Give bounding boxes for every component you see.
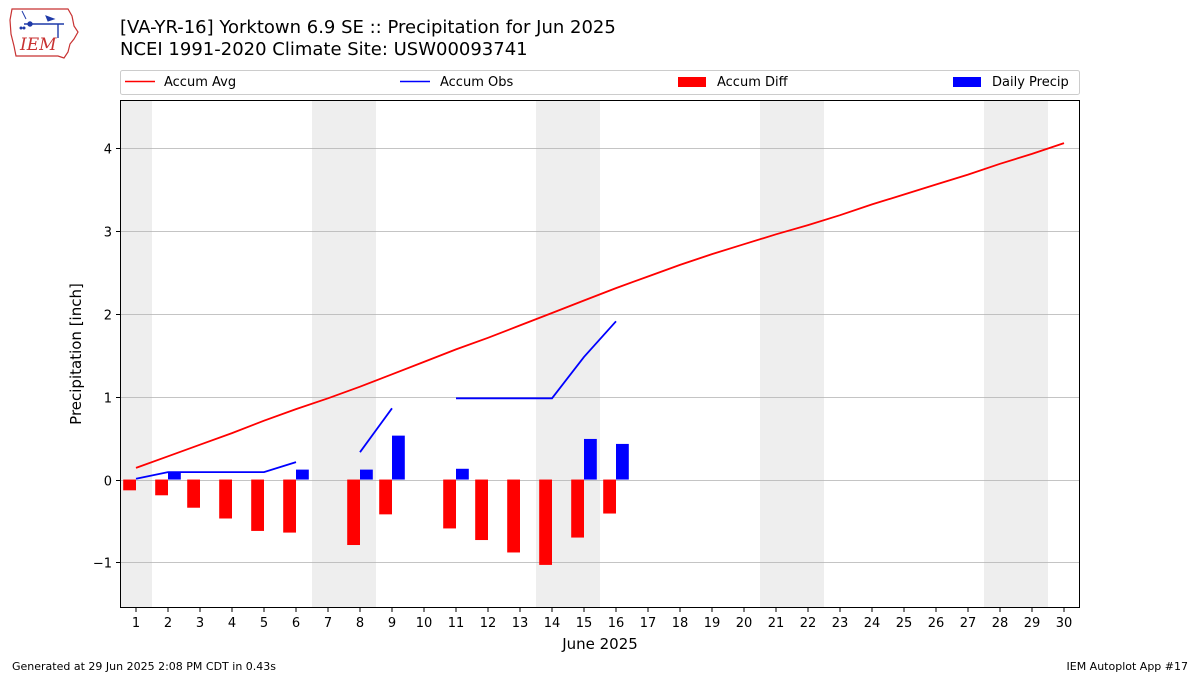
legend-frame (120, 70, 1080, 95)
x-tick-label: 20 (736, 616, 753, 631)
weekend-shade-day-1 (120, 100, 152, 608)
x-tick-label: 19 (704, 616, 721, 631)
x-tick-label: 25 (896, 616, 913, 631)
iowa-state-outline (9, 8, 79, 59)
accum-diff-bar (123, 479, 136, 491)
y-tick-label: 2 (104, 309, 112, 324)
x-tick-label: 26 (928, 616, 945, 631)
gridlines (120, 148, 1080, 563)
accum-diff-bar (347, 479, 360, 546)
logo-text: IEM (19, 35, 57, 55)
chart-title: [VA-YR-16] Yorktown 6.9 SE :: Precipitat… (120, 17, 616, 38)
daily-precip-bar (456, 468, 469, 480)
weekend-shading (120, 100, 1048, 608)
x-tick-label: 15 (576, 616, 593, 631)
x-tick-label: 17 (640, 616, 657, 631)
y-tick-label: 4 (104, 143, 112, 158)
generated-timestamp: Generated at 29 Jun 2025 2:08 PM CDT in … (12, 660, 277, 673)
weather-station-icon (19, 10, 64, 38)
series-lines (135, 142, 1065, 480)
weekend-shade-day-21 (760, 100, 792, 608)
legend: Accum Avg Accum Obs Accum Diff Daily Pre… (120, 70, 1080, 95)
x-tick-label: 4 (228, 616, 236, 631)
x-tick-label: 5 (260, 616, 268, 631)
x-tick-label: 16 (608, 616, 625, 631)
y-tick-label: 0 (104, 475, 112, 490)
x-tick-label: 8 (356, 616, 364, 631)
daily-precip-bar (168, 472, 181, 480)
y-tick-label: 1 (104, 392, 112, 407)
x-tick-label: 30 (1056, 616, 1073, 631)
accum-diff-bar (507, 479, 520, 553)
accum-diff-bar (539, 479, 552, 565)
x-tick-label: 7 (324, 616, 332, 631)
iem-logo: IEM (9, 8, 79, 59)
accum-diff-bar (379, 479, 392, 515)
x-tick-label: 6 (292, 616, 300, 631)
accum-diff-bar (187, 479, 200, 508)
x-tick-label: 10 (416, 616, 433, 631)
x-axis-label: June 2025 (561, 635, 638, 653)
app-credit: IEM Autoplot App #17 (1066, 660, 1189, 673)
accum-diff-bar (603, 479, 616, 514)
daily-precip-bar (296, 469, 309, 480)
x-tick-label: 1 (132, 616, 140, 631)
legend-label-accum-avg: Accum Avg (164, 75, 236, 90)
x-tick-label: 28 (992, 616, 1009, 631)
daily-precip-bar (616, 443, 629, 480)
x-tick-label: 14 (544, 616, 561, 631)
x-tick-label: 11 (448, 616, 465, 631)
accum-obs-line (359, 407, 393, 453)
x-tick-label: 18 (672, 616, 689, 631)
x-tick-label: 22 (800, 616, 817, 631)
accum-avg-line (135, 142, 1065, 469)
x-tick-label: 12 (480, 616, 497, 631)
y-axis-label: Precipitation [inch] (67, 283, 85, 425)
chart-subtitle: NCEI 1991-2020 Climate Site: USW00093741 (120, 39, 528, 60)
legend-label-daily-precip: Daily Precip (992, 75, 1069, 90)
x-tick-label: 24 (864, 616, 881, 631)
x-tick-label: 23 (832, 616, 849, 631)
legend-swatch-accum-diff (678, 77, 706, 87)
y-tick-label: −1 (93, 557, 112, 572)
legend-label-accum-obs: Accum Obs (440, 75, 513, 90)
accum-diff-bar (283, 479, 296, 533)
weekend-shade-day-29 (1016, 100, 1048, 608)
bars (123, 435, 629, 565)
accum-obs-line (456, 320, 617, 400)
x-tick-label: 13 (512, 616, 529, 631)
x-tick-label: 3 (196, 616, 204, 631)
legend-swatch-daily-precip (953, 77, 981, 87)
daily-precip-bar (392, 435, 405, 480)
x-tick-label: 2 (164, 616, 172, 631)
x-tick-label: 29 (1024, 616, 1041, 631)
x-tick-label: 21 (768, 616, 785, 631)
weekend-shade-day-28 (984, 100, 1016, 608)
accum-diff-bar (443, 479, 456, 529)
accum-diff-bar (219, 479, 232, 519)
accum-diff-bar (155, 479, 168, 496)
weekend-shade-day-7 (312, 100, 344, 608)
y-tick-label: 3 (104, 226, 112, 241)
x-tick-label: 27 (960, 616, 977, 631)
weekend-shade-day-22 (792, 100, 824, 608)
accum-diff-bar (251, 479, 264, 531)
daily-precip-bar (360, 469, 373, 480)
legend-label-accum-diff: Accum Diff (717, 75, 789, 90)
accum-diff-bar (475, 479, 488, 541)
x-tick-label: 9 (388, 616, 396, 631)
accum-diff-bar (571, 479, 584, 538)
daily-precip-bar (584, 438, 597, 480)
plot-frame (120, 100, 1080, 608)
accum-obs-line (135, 461, 297, 480)
